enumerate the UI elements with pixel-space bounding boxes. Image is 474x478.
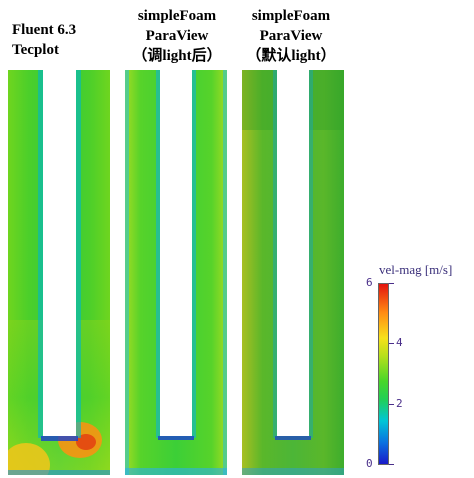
panel-2-title-line-1: simpleFoam: [137, 8, 217, 24]
colorbar-label-0: 0: [366, 457, 373, 470]
panel-2-title-line-2: ParaView: [145, 28, 209, 44]
panel-3-title: simpleFoam ParaView （默认light）: [232, 6, 350, 66]
colorbar-label-2: 2: [396, 397, 403, 410]
panel-2-title: simpleFoam ParaView （调light后）: [118, 6, 236, 66]
panel-1-velocity-field: [8, 70, 110, 475]
colorbar-label-4: 4: [396, 336, 403, 349]
panel-3-title-line-1: simpleFoam: [251, 8, 331, 24]
colorbar-tick-4: [389, 343, 394, 344]
colorbar: [378, 283, 389, 465]
colorbar-tick-0: [389, 464, 394, 465]
panel-1-title-line-2: Tecplot: [12, 42, 59, 58]
colorbar-tick-2: [389, 404, 394, 405]
colorbar-title: vel-mag [m/s]: [379, 262, 453, 277]
panel-1-title: Fluent 6.3 Tecplot: [12, 20, 76, 60]
panel-3-title-line-3: （默认light）: [246, 48, 336, 64]
panel-2-velocity-field: [125, 70, 227, 475]
panel-3-velocity-field: [242, 70, 344, 475]
colorbar-tick-6: [389, 283, 394, 284]
colorbar-label-6: 6: [366, 276, 373, 289]
panel-3-title-line-2: ParaView: [259, 28, 323, 44]
panel-2-title-line-3: （调light后）: [132, 48, 222, 64]
panel-1-title-line-1: Fluent 6.3: [12, 22, 77, 38]
